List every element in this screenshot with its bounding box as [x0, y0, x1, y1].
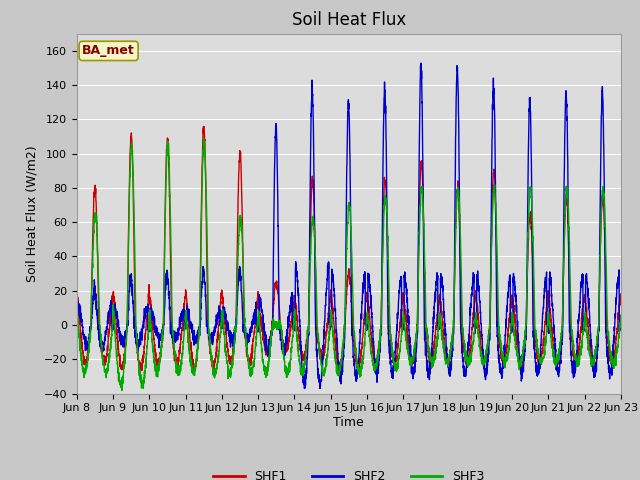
X-axis label: Time: Time	[333, 416, 364, 429]
SHF3	[402, 336, 410, 341]
Title: Soil Heat Flux: Soil Heat Flux	[292, 11, 406, 29]
SHF3	[225, 373, 233, 379]
SHF2	[73, 325, 81, 331]
SHF1	[402, 312, 410, 318]
SHF1	[200, 123, 207, 129]
SHF2	[225, 329, 232, 335]
SHF2	[417, 60, 425, 66]
SHF3	[189, 372, 197, 378]
SHF1	[73, 290, 81, 296]
Line: SHF2: SHF2	[77, 63, 621, 388]
Legend: SHF1, SHF2, SHF3: SHF1, SHF2, SHF3	[209, 465, 489, 480]
Y-axis label: Soil Heat Flux (W/m2): Soil Heat Flux (W/m2)	[25, 145, 38, 282]
Line: SHF3: SHF3	[77, 139, 621, 390]
SHF3	[200, 136, 207, 142]
SHF2	[189, 334, 197, 339]
SHF2	[402, 284, 410, 290]
SHF2	[617, 327, 625, 333]
Line: SHF1: SHF1	[77, 126, 621, 372]
SHF1	[412, 339, 419, 345]
Text: BA_met: BA_met	[82, 44, 135, 58]
SHF3	[617, 312, 625, 318]
SHF2	[566, 321, 573, 326]
SHF1	[617, 292, 625, 298]
SHF1	[617, 292, 625, 298]
SHF1	[355, 370, 362, 375]
SHF1	[189, 365, 197, 371]
SHF1	[225, 353, 233, 359]
SHF3	[412, 339, 419, 345]
SHF3	[617, 317, 625, 323]
SHF3	[566, 239, 573, 244]
SHF2	[617, 316, 625, 322]
SHF2	[301, 385, 308, 391]
SHF2	[412, 356, 419, 361]
SHF1	[566, 270, 573, 276]
SHF3	[118, 387, 125, 393]
SHF3	[73, 313, 81, 319]
